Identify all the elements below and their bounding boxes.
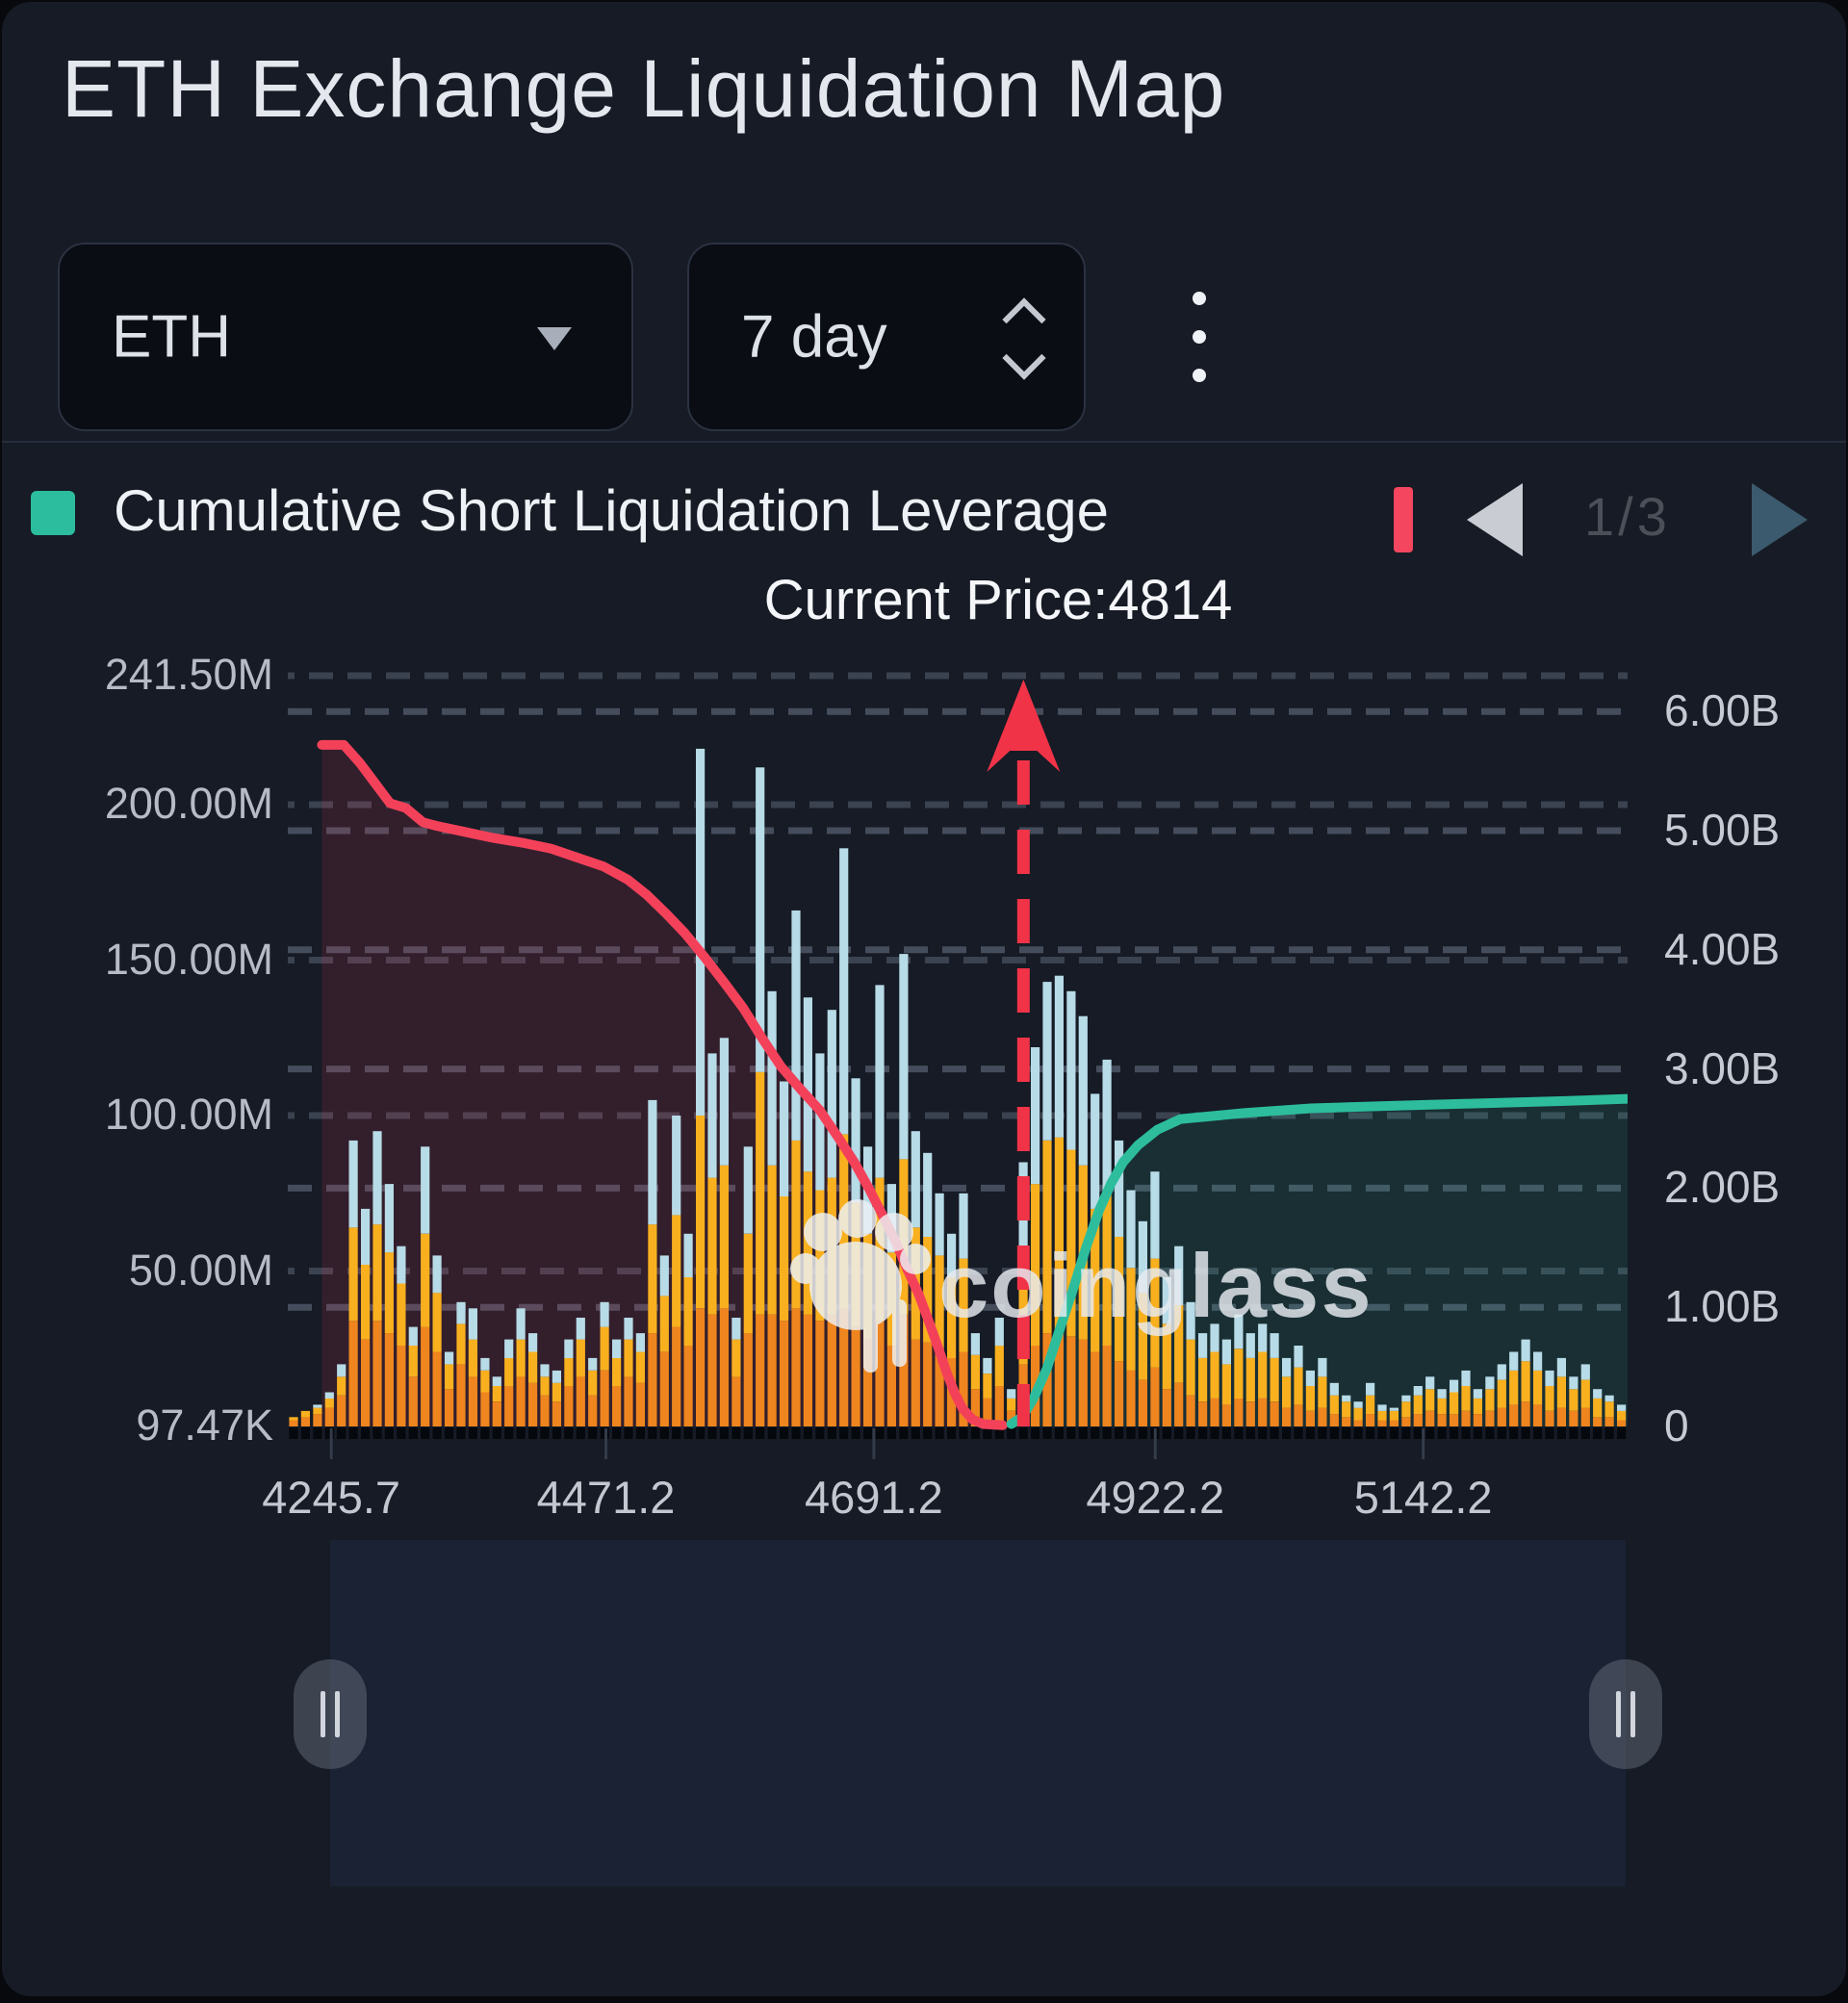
period-select-value: 7 day xyxy=(741,303,887,371)
y-axis-right-tick: 0 xyxy=(1664,1400,1689,1451)
x-axis-tick: 4245.7 xyxy=(262,1472,401,1523)
kebab-dot xyxy=(1193,292,1206,305)
liquidation-chart[interactable]: coinglass xyxy=(288,606,1628,1477)
y-axis-right-tick: 5.00B xyxy=(1664,805,1781,855)
page-title: ETH Exchange Liquidation Map xyxy=(62,43,1226,134)
legend-pause-bar-icon xyxy=(1394,487,1413,552)
y-axis-left-tick: 200.00M xyxy=(104,779,273,829)
divider xyxy=(2,441,1846,443)
symbol-select-value: ETH xyxy=(112,303,231,371)
legend-color-chip xyxy=(31,491,75,535)
navigator-right-handle[interactable] xyxy=(1589,1659,1662,1769)
y-axis-left-tick: 50.00M xyxy=(128,1245,273,1295)
caret-down-icon xyxy=(537,327,572,350)
navigator-left-handle[interactable] xyxy=(294,1659,367,1769)
grip-line xyxy=(1630,1691,1635,1737)
kebab-menu-icon[interactable] xyxy=(1168,243,1230,431)
y-axis-left-tick: 150.00M xyxy=(104,934,273,984)
chevron-down-icon xyxy=(1002,336,1046,380)
x-axis-tick: 4691.2 xyxy=(805,1472,943,1523)
y-axis-right-tick: 4.00B xyxy=(1664,923,1781,974)
y-axis-right-tick: 2.00B xyxy=(1664,1162,1781,1213)
period-select[interactable]: 7 day xyxy=(687,243,1086,431)
y-axis-left-tick: 241.50M xyxy=(104,650,273,699)
grip-line xyxy=(1616,1691,1621,1737)
y-axis-right-tick: 6.00B xyxy=(1664,685,1781,736)
chevron-up-icon xyxy=(1002,297,1046,342)
legend-next-arrow-icon[interactable] xyxy=(1752,483,1808,556)
grip-line xyxy=(335,1691,340,1737)
symbol-select[interactable]: ETH xyxy=(58,243,633,431)
y-axis-right-tick: 1.00B xyxy=(1664,1281,1781,1332)
y-axis-right-tick: 3.00B xyxy=(1664,1042,1781,1093)
legend-series-label[interactable]: Cumulative Short Liquidation Leverage xyxy=(114,478,1109,543)
x-axis-tick: 4471.2 xyxy=(536,1472,676,1523)
coinglass-watermark: coinglass xyxy=(938,1235,1373,1336)
current-price-label: Current Price:4814 xyxy=(763,569,1233,631)
x-axis-tick: 4922.2 xyxy=(1086,1472,1225,1523)
legend-prev-arrow-icon[interactable] xyxy=(1467,483,1523,556)
navigator-panel[interactable] xyxy=(330,1540,1626,1887)
kebab-dot xyxy=(1193,369,1206,382)
kebab-dot xyxy=(1193,330,1206,344)
y-axis-left-tick: 100.00M xyxy=(104,1090,273,1140)
y-axis-left-tick: 97.47K xyxy=(136,1400,273,1450)
x-axis-tick: 5142.2 xyxy=(1353,1472,1493,1523)
legend-page-indicator: 1/3 xyxy=(1584,486,1671,547)
grip-line xyxy=(321,1691,325,1737)
